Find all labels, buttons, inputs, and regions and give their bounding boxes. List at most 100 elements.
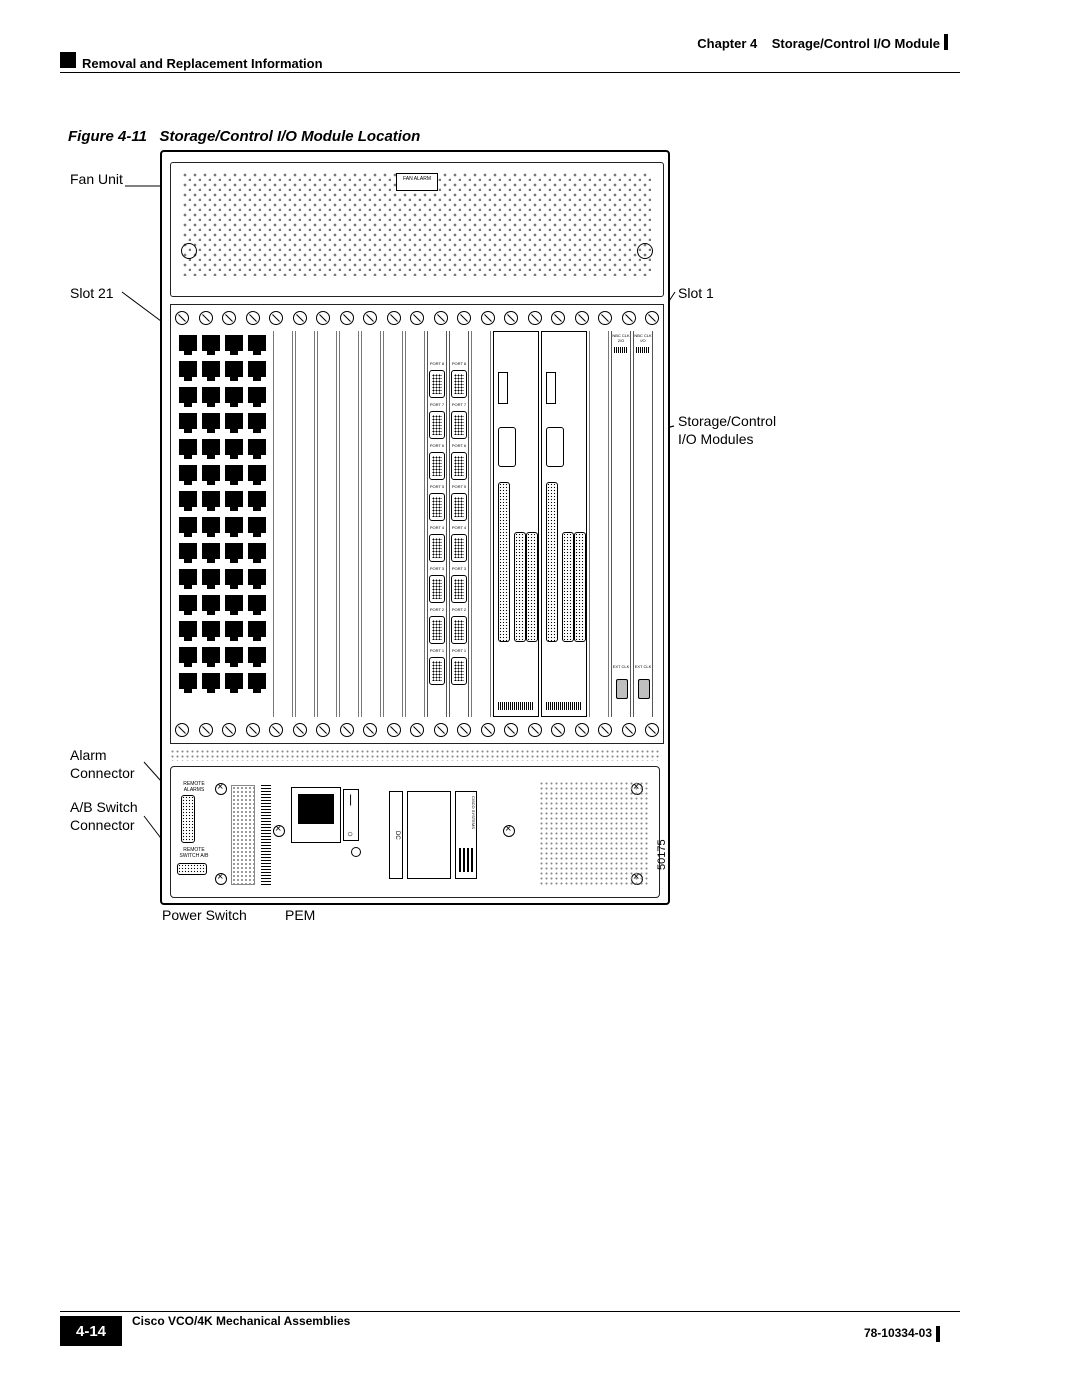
screw-icon: [598, 723, 612, 737]
header-right: Chapter 4 Storage/Control I/O Module: [697, 36, 940, 51]
header-rule: [60, 72, 960, 73]
ext-clk-label: EXT CLK: [612, 664, 630, 669]
rj-port-icon: [179, 361, 197, 377]
screw-icon: [293, 311, 307, 325]
screw-icon: [622, 311, 636, 325]
footer-doc-number: 78-10334-03: [864, 1326, 932, 1340]
ext-clk-label: EXT CLK: [634, 664, 652, 669]
port-label: PORT 8: [428, 361, 446, 366]
rj-port-icon: [248, 595, 266, 611]
screw-icon: [575, 723, 589, 737]
screw-icon: [504, 311, 518, 325]
port-label: PORT 7: [450, 402, 468, 407]
rj-port-icon: [225, 595, 243, 611]
rj-port-icon: [248, 335, 266, 351]
db-connector-icon: [451, 616, 467, 644]
screw-icon: [363, 311, 377, 325]
rj-port-icon: [179, 465, 197, 481]
screw-icon: [363, 723, 377, 737]
cisco-logo: CISCO SYSTEMS: [455, 791, 477, 879]
footer-bar: [936, 1326, 940, 1342]
printer-connector-icon: [498, 482, 510, 642]
rj-port-icon: [202, 673, 220, 689]
db-connector-icon: [429, 657, 445, 685]
rj-port-icon: [248, 491, 266, 507]
cisco-bars-icon: [459, 848, 473, 872]
rj-port-icon: [179, 621, 197, 637]
barcode-icon: [498, 702, 534, 710]
port-label: PORT 3: [450, 566, 468, 571]
storage-control-module-b: [541, 331, 587, 717]
screw-icon: [387, 723, 401, 737]
rj-port-icon: [225, 439, 243, 455]
screw-icon: [387, 311, 401, 325]
db-connector-icon: [451, 411, 467, 439]
header-rule-right: [944, 34, 948, 50]
dc-label: DC: [389, 791, 403, 879]
screw-icon: [340, 311, 354, 325]
aux-connector-icon: [514, 532, 526, 642]
rj-port-icon: [202, 413, 220, 429]
label-fan-unit: Fan Unit: [70, 170, 123, 188]
card-cage: PORT 8PORT 7PORT 6PORT 5PORT 4PORT 3PORT…: [170, 304, 664, 744]
screw-icon: [199, 723, 213, 737]
screw-icon: [222, 723, 236, 737]
rj-port-icon: [202, 491, 220, 507]
db-port-col-a: PORT 8PORT 7PORT 6PORT 5PORT 4PORT 3PORT…: [427, 331, 447, 717]
screw-icon: [645, 723, 659, 737]
rj-col-1: [179, 331, 201, 717]
screw-icon: [269, 723, 283, 737]
rj-col-4: [248, 331, 270, 717]
empty-slot: [339, 331, 359, 717]
db-connector-icon: [451, 452, 467, 480]
rj-port-icon: [202, 543, 220, 559]
port-label: PORT 2: [450, 607, 468, 612]
screw-icon: [504, 723, 518, 737]
rj-port-icon: [202, 387, 220, 403]
vent-strip: [170, 749, 660, 761]
rj-col-2: [202, 331, 224, 717]
label-slot1: Slot 1: [678, 284, 714, 302]
rj-port-icon: [248, 673, 266, 689]
screw-icon: [481, 311, 495, 325]
rj-port-icon: [202, 439, 220, 455]
db-connector-icon: [451, 534, 467, 562]
chapter-label: Chapter 4: [697, 36, 757, 51]
aux-connector-icon: [574, 532, 586, 642]
fan-unit: FAN ALARM: [170, 162, 664, 297]
screw-icon: [273, 825, 285, 837]
rj-port-icon: [202, 621, 220, 637]
rj-port-icon: [248, 413, 266, 429]
header-square-marker: [60, 52, 76, 68]
screw-icon: [528, 723, 542, 737]
remote-alarms-label: REMOTE ALARMS: [177, 781, 211, 793]
nbc-clk-card-a: NBC CLK 2/O EXT CLK: [611, 331, 631, 717]
empty-slot: [383, 331, 403, 717]
fan-mount-right: [637, 243, 653, 259]
screw-icon: [503, 825, 515, 837]
rj-port-icon: [248, 361, 266, 377]
rj-port-icon: [225, 543, 243, 559]
port-label: PORT 2: [428, 607, 446, 612]
footer-rule: [60, 1311, 960, 1312]
db-connector-icon: [429, 575, 445, 603]
rj-port-icon: [179, 517, 197, 533]
rj-port-icon: [248, 647, 266, 663]
db-connector-icon: [429, 411, 445, 439]
info-plate: [407, 791, 451, 879]
rj-port-icon: [225, 569, 243, 585]
rj-port-icon: [248, 439, 266, 455]
screw-icon: [575, 311, 589, 325]
ab-switch-connector-icon: [177, 863, 207, 875]
alarm-connector-icon: [181, 795, 195, 843]
port-label: PORT 3: [428, 566, 446, 571]
pem-panel: REMOTE ALARMS REMOTE SWITCH A/B DC CISC: [170, 766, 660, 898]
barcode-icon: [614, 347, 628, 353]
nbc-label-a: NBC CLK 2/O: [612, 333, 630, 343]
db-connector-icon: [451, 657, 467, 685]
label-storage-control-io: Storage/Control I/O Modules: [678, 412, 776, 448]
screw-icon: [215, 873, 227, 885]
screw-icon: [269, 311, 283, 325]
label-alarm-connector: Alarm Connector: [70, 746, 135, 782]
cisco-text: CISCO SYSTEMS: [456, 796, 476, 829]
